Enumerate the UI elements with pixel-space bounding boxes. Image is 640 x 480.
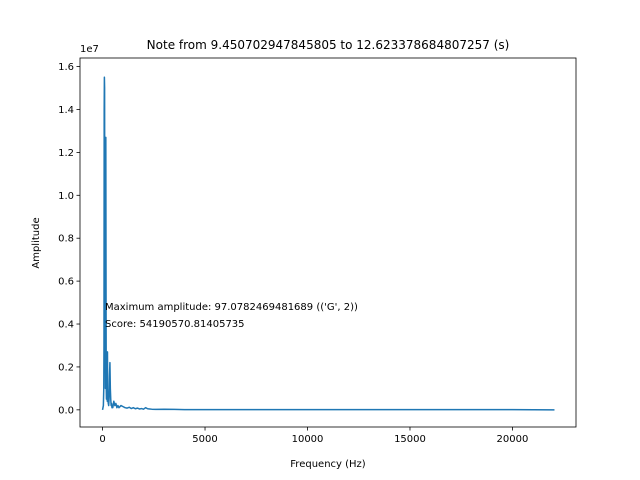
y-tick-label: 0.6 [58,277,74,288]
axes-layer: 0 5000 10000 15000 20000 0.0 0.2 0.4 0.6 0.8 1.0 1.… [58,57,577,445]
x-axis-label: Frequency (Hz) [290,459,366,470]
y-tick-label: 0.0 [58,405,74,416]
offset-text: 1e7 [80,44,99,55]
plot-area [80,58,576,427]
x-tick-label: 10000 [292,434,324,445]
max-amplitude-annotation: Maximum amplitude: 97.0782469481689 (('G… [105,302,358,313]
axes-frame [79,57,577,428]
text-layer: Note from 9.450702947845805 to 12.623378… [31,38,509,470]
score-annotation: Score: 54190570.81405735 [105,319,245,330]
y-tick-label: 0.4 [58,320,74,331]
y-tick-label: 1.2 [58,148,74,159]
y-tick-label: 0.8 [58,234,74,245]
chart-title: Note from 9.450702947845805 to 12.623378… [147,38,510,52]
y-tick-label: 1.0 [58,191,74,202]
plot-background [80,58,576,427]
x-tick-label: 15000 [394,434,426,445]
x-tick-label: 20000 [497,434,529,445]
series-line-0 [101,76,555,411]
y-tick-label: 1.6 [58,62,74,73]
y-tick-label: 1.4 [58,105,74,116]
x-tick-label: 5000 [192,434,217,445]
y-tick-label: 0.2 [58,362,74,373]
x-tick-label: 0 [99,434,105,445]
series-layer [101,76,555,411]
y-axis-label: Amplitude [31,217,42,268]
